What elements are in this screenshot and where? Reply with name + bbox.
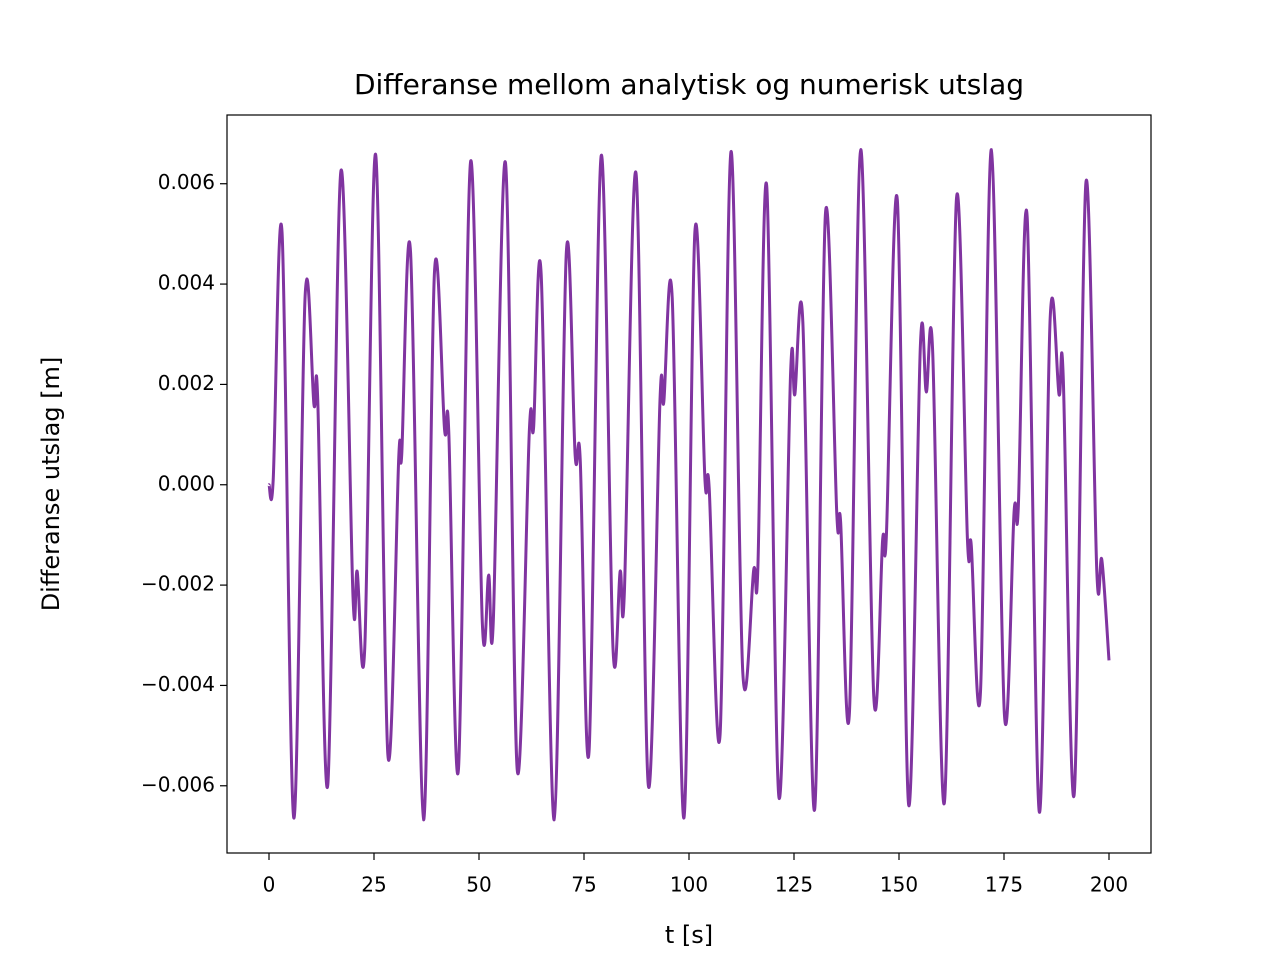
x-tick-label: 75 bbox=[571, 873, 596, 897]
x-tick-label: 125 bbox=[775, 873, 813, 897]
y-tick-label: 0.004 bbox=[158, 271, 215, 295]
x-tick-label: 25 bbox=[361, 873, 386, 897]
x-tick-label: 150 bbox=[880, 873, 918, 897]
y-tick-label: −0.004 bbox=[141, 672, 215, 696]
y-tick-label: 0.002 bbox=[158, 371, 215, 395]
x-tick-label: 200 bbox=[1090, 873, 1128, 897]
y-tick-label: 0.006 bbox=[158, 170, 215, 194]
chart-title: Differanse mellom analytisk og numerisk … bbox=[354, 68, 1024, 101]
plot-frame bbox=[226, 114, 1152, 854]
y-axis-label: Differanse utslag [m] bbox=[37, 357, 65, 612]
data-line bbox=[267, 148, 1111, 822]
y-tick-label: 0.000 bbox=[158, 471, 215, 495]
y-tick-label: −0.002 bbox=[141, 572, 215, 596]
y-tick-label: −0.006 bbox=[141, 772, 215, 796]
x-tick-label: 0 bbox=[263, 873, 276, 897]
x-tick-label: 50 bbox=[466, 873, 491, 897]
x-axis-label: t [s] bbox=[665, 921, 713, 949]
x-tick-label: 100 bbox=[670, 873, 708, 897]
x-tick-label: 175 bbox=[985, 873, 1023, 897]
